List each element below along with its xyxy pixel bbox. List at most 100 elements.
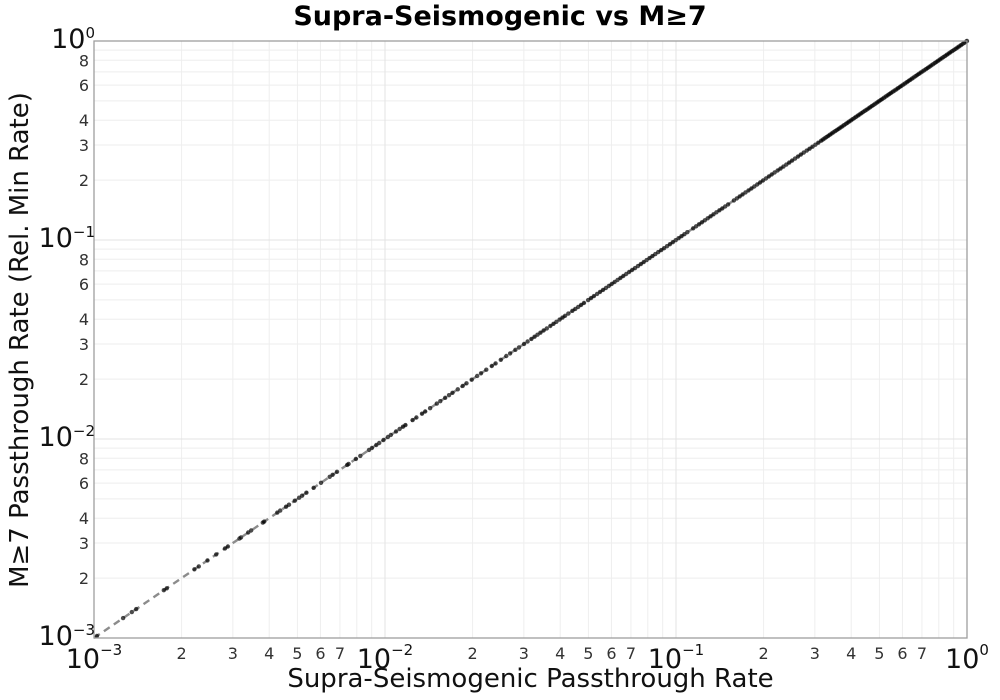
y-minor-tick-label: 3	[79, 335, 89, 354]
data-point	[393, 429, 399, 434]
x-minor-tick-label: 4	[264, 644, 274, 663]
data-point	[446, 393, 452, 398]
data-point	[507, 351, 513, 356]
data-point	[562, 313, 568, 318]
minor-gridlines	[94, 41, 967, 638]
y-minor-tick-label: 6	[79, 275, 89, 294]
y-minor-tick-label: 6	[79, 76, 89, 95]
data-point	[286, 502, 292, 507]
data-point	[278, 508, 283, 513]
y-minor-tick-label: 8	[79, 449, 89, 468]
data-point	[516, 345, 522, 350]
data-point	[478, 371, 484, 376]
y-minor-tick-label: 4	[79, 111, 89, 130]
x-minor-tick-label: 4	[846, 644, 856, 663]
y-minor-tick-label: 2	[79, 370, 89, 389]
data-point	[129, 609, 134, 615]
data-point	[388, 432, 393, 438]
data-point	[120, 615, 126, 621]
data-point	[192, 567, 197, 572]
data-point	[525, 339, 530, 344]
x-minor-tick-label: 6	[315, 644, 325, 663]
data-point	[450, 390, 455, 395]
y-minor-tick-label: 8	[79, 250, 89, 269]
data-point	[330, 472, 335, 477]
y-minor-tick-label: 4	[79, 310, 89, 329]
data-point	[369, 445, 375, 451]
data-point	[410, 417, 415, 423]
x-minor-tick-label: 7	[335, 644, 345, 663]
x-minor-tick-label: 6	[897, 644, 907, 663]
x-minor-tick-label: 5	[874, 644, 884, 663]
x-minor-tick-label: 2	[468, 644, 478, 663]
data-point	[414, 415, 419, 420]
data-point	[493, 361, 498, 366]
y-minor-tick-label: 2	[79, 569, 89, 588]
y-axis-label: M≥7 Passthrough Rate (Rel. Min Rate)	[5, 92, 35, 588]
data-point	[196, 564, 201, 569]
x-major-tick-label: 10−1	[648, 641, 704, 675]
data-point	[685, 230, 690, 235]
x-minor-tick-label: 2	[759, 644, 769, 663]
data-point	[529, 336, 534, 342]
data-point	[475, 373, 480, 379]
data-point	[469, 377, 474, 382]
data-point	[498, 357, 503, 362]
plot-border	[93, 40, 968, 639]
x-minor-tick-label: 7	[626, 644, 636, 663]
data-point	[484, 367, 489, 372]
data-point	[214, 552, 219, 557]
y-minor-tick-label: 3	[79, 136, 89, 155]
data-point	[566, 311, 571, 316]
data-point	[397, 426, 402, 432]
data-point	[427, 406, 433, 411]
x-axis-label: Supra-Seismogenic Passthrough Rate	[287, 664, 774, 694]
x-minor-tick-label: 6	[606, 644, 616, 663]
data-point	[544, 326, 549, 331]
y-minor-tick-label: 4	[79, 509, 89, 528]
data-point	[581, 300, 587, 306]
data-point	[377, 440, 382, 446]
data-point	[353, 456, 359, 462]
data-point	[205, 558, 210, 563]
data-point	[311, 485, 316, 490]
x-minor-tick-label: 7	[917, 644, 927, 663]
data-point	[248, 528, 254, 533]
data-point	[434, 401, 439, 406]
data-point	[419, 411, 425, 416]
x-minor-tick-label: 3	[519, 644, 529, 663]
data-point	[489, 363, 494, 369]
data-point	[460, 383, 465, 389]
data-point	[538, 330, 543, 335]
data-point	[238, 535, 244, 540]
x-minor-tick-label: 4	[555, 644, 565, 663]
data-point	[548, 323, 553, 329]
data-point	[443, 395, 448, 400]
data-point	[423, 409, 428, 414]
data-point	[225, 544, 231, 549]
data-point	[455, 387, 460, 392]
data-point	[464, 381, 469, 386]
y-major-tick-label: 10−1	[39, 223, 95, 254]
major-gridlines	[94, 41, 967, 638]
data-point	[403, 422, 408, 428]
x-minor-tick-label: 5	[583, 644, 593, 663]
data-point	[513, 347, 518, 352]
data-point	[438, 399, 443, 404]
data-point	[521, 341, 527, 347]
y-minor-tick-label: 6	[79, 474, 89, 493]
data-point	[164, 586, 169, 591]
data-point	[358, 453, 363, 459]
data-point	[134, 606, 139, 612]
x-minor-tick-label: 3	[810, 644, 820, 663]
x-minor-tick-label: 5	[292, 644, 302, 663]
data-point	[346, 461, 351, 467]
data-point	[292, 498, 297, 503]
x-minor-tick-label: 2	[177, 644, 187, 663]
data-point	[299, 493, 305, 498]
data-point	[334, 469, 340, 474]
chart-title: Supra-Seismogenic vs M≥7	[293, 1, 707, 32]
